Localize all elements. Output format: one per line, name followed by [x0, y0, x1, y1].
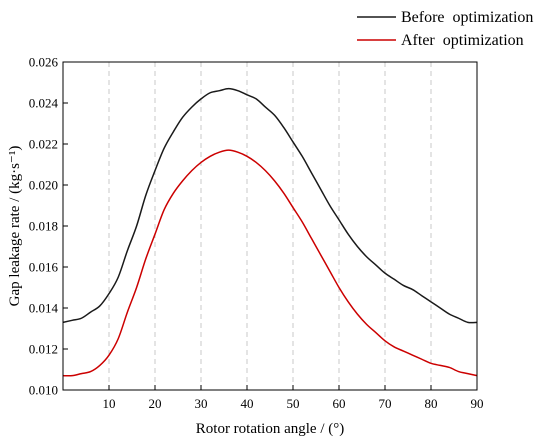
x-tick-label: 10 — [103, 396, 116, 411]
y-tick-label: 0.020 — [29, 178, 58, 193]
x-tick-label: 40 — [241, 396, 254, 411]
y-tick-label: 0.018 — [29, 219, 58, 234]
legend-label-after: After optimization — [401, 32, 524, 49]
y-tick-label: 0.026 — [29, 55, 59, 70]
vertical-gridlines — [108, 62, 432, 390]
legend-label-before: Before optimization — [401, 9, 533, 26]
series-lines — [62, 87, 478, 377]
x-tick-label: 90 — [471, 396, 484, 411]
y-tick-label: 0.012 — [29, 342, 58, 357]
y-tick-label: 0.014 — [29, 301, 59, 316]
y-tick-label: 0.022 — [29, 137, 58, 152]
axis-ticks — [63, 61, 478, 391]
x-axis-title: Rotor rotation angle / (°) — [196, 421, 344, 437]
y-tick-label: 0.024 — [29, 96, 59, 111]
x-tick-label: 30 — [195, 396, 208, 411]
x-tick-label: 60 — [333, 396, 346, 411]
x-tick-label: 70 — [379, 396, 392, 411]
x-tick-label: 50 — [287, 396, 300, 411]
series-line-before — [62, 87, 478, 324]
x-tick-label: 80 — [425, 396, 438, 411]
x-tick-label: 20 — [149, 396, 162, 411]
series-line-after — [62, 149, 478, 377]
y-axis-title: Gap leakage rate / (kg·s⁻¹) — [7, 146, 23, 307]
tick-labels: 10 20 30 40 50 60 70 80 90 0.010 0.012 0.014 0.016 0.… — [29, 55, 484, 412]
y-tick-label: 0.010 — [29, 383, 58, 398]
legend: Before optimization After optimization — [357, 9, 533, 49]
y-tick-label: 0.016 — [29, 260, 59, 275]
